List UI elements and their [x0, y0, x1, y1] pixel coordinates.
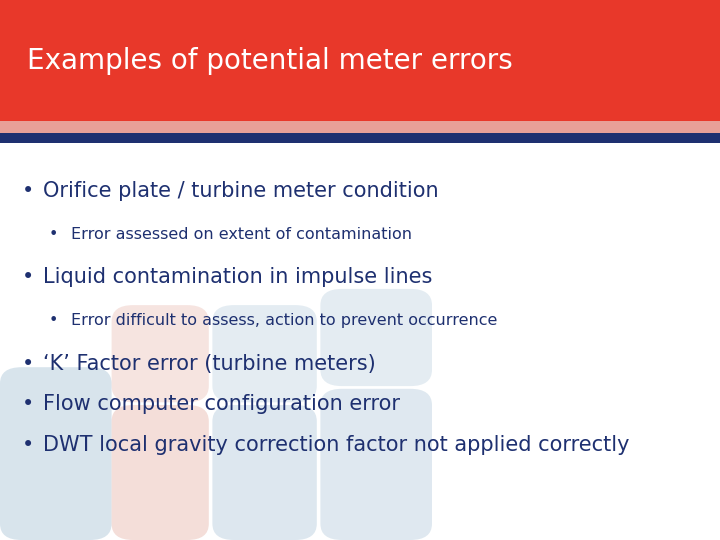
Text: Error assessed on extent of contamination: Error assessed on extent of contaminatio… [71, 227, 412, 242]
FancyBboxPatch shape [212, 305, 317, 402]
Text: •: • [22, 181, 34, 201]
Text: ‘K’ Factor error (turbine meters): ‘K’ Factor error (turbine meters) [43, 354, 376, 374]
FancyBboxPatch shape [212, 405, 317, 540]
FancyBboxPatch shape [112, 405, 209, 540]
Text: •: • [49, 313, 58, 328]
Text: DWT local gravity correction factor not applied correctly: DWT local gravity correction factor not … [43, 435, 630, 455]
Text: Liquid contamination in impulse lines: Liquid contamination in impulse lines [43, 267, 433, 287]
FancyBboxPatch shape [320, 289, 432, 386]
Text: Flow computer configuration error: Flow computer configuration error [43, 394, 400, 414]
FancyBboxPatch shape [112, 305, 209, 402]
FancyBboxPatch shape [0, 367, 112, 540]
FancyBboxPatch shape [320, 389, 432, 540]
Text: •: • [49, 227, 58, 242]
Bar [0, 133, 720, 143]
Text: Examples of potential meter errors: Examples of potential meter errors [27, 47, 513, 75]
Text: •: • [22, 435, 34, 455]
Text: •: • [22, 354, 34, 374]
Text: •: • [22, 267, 34, 287]
Text: Orifice plate / turbine meter condition: Orifice plate / turbine meter condition [43, 181, 438, 201]
Text: •: • [22, 394, 34, 414]
Bar [0, 122, 720, 133]
Text: Error difficult to assess, action to prevent occurrence: Error difficult to assess, action to pre… [71, 313, 497, 328]
Bar [0, 0, 720, 122]
